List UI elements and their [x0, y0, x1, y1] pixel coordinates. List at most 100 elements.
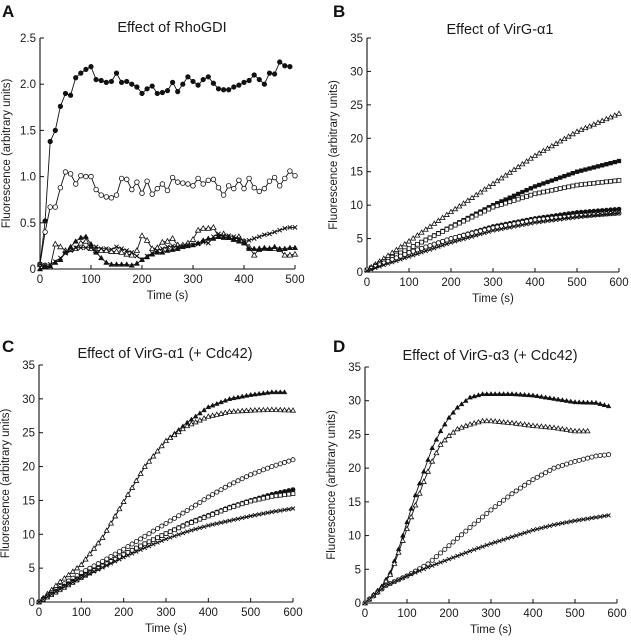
- marker-open-circle: [93, 186, 99, 193]
- marker-open-triangle: [542, 423, 549, 430]
- marker-open-square: [189, 520, 194, 525]
- marker-cross: [134, 549, 139, 554]
- marker-filled-square: [583, 167, 588, 172]
- marker-cross: [509, 534, 515, 540]
- x-tick-label: 400: [199, 607, 218, 619]
- marker-open-square: [206, 513, 211, 519]
- marker-open-triangle: [213, 411, 220, 417]
- marker-filled-circle: [277, 59, 283, 65]
- marker-open-circle: [251, 184, 257, 191]
- marker-cross: [450, 555, 456, 560]
- marker-cross: [511, 224, 517, 229]
- marker-open-triangle: [391, 560, 398, 566]
- y-tick-label: 25: [348, 429, 361, 441]
- x-tick-label: 100: [399, 277, 418, 289]
- marker-cross: [87, 571, 93, 576]
- marker-cross: [406, 254, 412, 259]
- marker-open-triangle: [477, 188, 484, 195]
- marker-open-triangle: [475, 418, 482, 425]
- series-open-circle: [36, 457, 296, 605]
- marker-filled-triangle: [605, 403, 612, 409]
- marker-filled-square: [545, 179, 550, 185]
- marker-cross: [507, 225, 513, 230]
- marker-open-triangle: [578, 126, 585, 132]
- marker-open-circle: [188, 505, 194, 511]
- marker-open-circle: [260, 467, 266, 473]
- chart-title: Effect of VirG-α1 (+ Cdc42): [77, 346, 252, 362]
- marker-cross: [210, 522, 215, 527]
- y-tick-label: 5: [355, 564, 361, 576]
- marker-open-triangle: [563, 426, 570, 432]
- marker-open-circle: [129, 541, 135, 547]
- marker-open-circle: [100, 558, 105, 564]
- marker-open-circle: [174, 179, 181, 185]
- marker-cross: [499, 226, 504, 232]
- marker-open-triangle: [112, 512, 119, 519]
- marker-open-triangle: [389, 249, 396, 255]
- marker-open-square: [176, 525, 182, 531]
- x-tick-label: 300: [483, 277, 502, 289]
- marker-filled-triangle: [72, 238, 79, 244]
- marker-open-triangle: [571, 427, 579, 434]
- marker-filled-square: [600, 163, 605, 168]
- marker-open-circle: [265, 465, 271, 471]
- marker-cross: [597, 514, 603, 519]
- marker-cross: [602, 513, 607, 519]
- marker-open-circle: [214, 489, 220, 495]
- marker-open-circle: [564, 461, 570, 467]
- series-line: [364, 514, 609, 604]
- marker-filled-triangle: [441, 421, 448, 427]
- x-tick-label: 400: [525, 277, 544, 289]
- marker-cross: [387, 581, 393, 586]
- marker-cross: [427, 247, 433, 252]
- marker-cross: [436, 244, 441, 250]
- marker-cross: [256, 512, 262, 517]
- marker-filled-triangle: [235, 394, 241, 400]
- marker-filled-triangle: [542, 394, 549, 400]
- marker-filled-circle: [205, 74, 211, 80]
- marker-cross: [189, 528, 194, 533]
- marker-cross: [562, 216, 567, 222]
- y-tick-label: 30: [22, 394, 35, 406]
- marker-cross: [471, 547, 477, 552]
- marker-open-circle: [98, 192, 104, 198]
- y-tick-label: 2.5: [20, 33, 36, 45]
- x-tick-label: 200: [132, 274, 151, 286]
- marker-open-square: [587, 181, 592, 186]
- marker-open-circle: [184, 508, 190, 514]
- marker-filled-triangle: [291, 244, 299, 250]
- marker-open-triangle: [429, 458, 436, 464]
- marker-open-square: [520, 195, 525, 201]
- marker-open-triangle: [159, 238, 166, 245]
- marker-filled-circle: [134, 84, 140, 90]
- marker-open-circle: [112, 551, 118, 557]
- marker-filled-circle: [67, 92, 74, 98]
- marker-cross: [214, 521, 220, 526]
- marker-open-triangle: [281, 251, 289, 258]
- marker-filled-circle: [282, 63, 288, 69]
- x-tick-label: 0: [362, 608, 368, 620]
- marker-filled-triangle: [222, 397, 229, 403]
- marker-open-triangle: [414, 232, 421, 238]
- marker-cross: [608, 211, 613, 217]
- marker-open-triangle: [594, 119, 602, 125]
- marker-filled-triangle: [559, 397, 566, 403]
- marker-cross: [469, 234, 475, 239]
- marker-cross: [402, 255, 408, 261]
- marker-filled-triangle: [467, 394, 473, 400]
- marker-open-square: [214, 510, 220, 516]
- marker-cross: [383, 583, 389, 588]
- marker-open-circle: [142, 533, 148, 539]
- series-line: [364, 454, 609, 604]
- marker-open-triangle: [508, 419, 516, 426]
- marker-open-triangle: [260, 406, 267, 413]
- marker-filled-triangle: [36, 265, 44, 272]
- marker-filled-square: [541, 181, 546, 186]
- marker-cross: [520, 222, 525, 228]
- marker-cross: [421, 566, 427, 572]
- marker-open-square: [155, 535, 160, 540]
- marker-open-triangle: [201, 415, 208, 421]
- marker-cross: [49, 592, 54, 597]
- marker-open-triangle: [243, 407, 250, 413]
